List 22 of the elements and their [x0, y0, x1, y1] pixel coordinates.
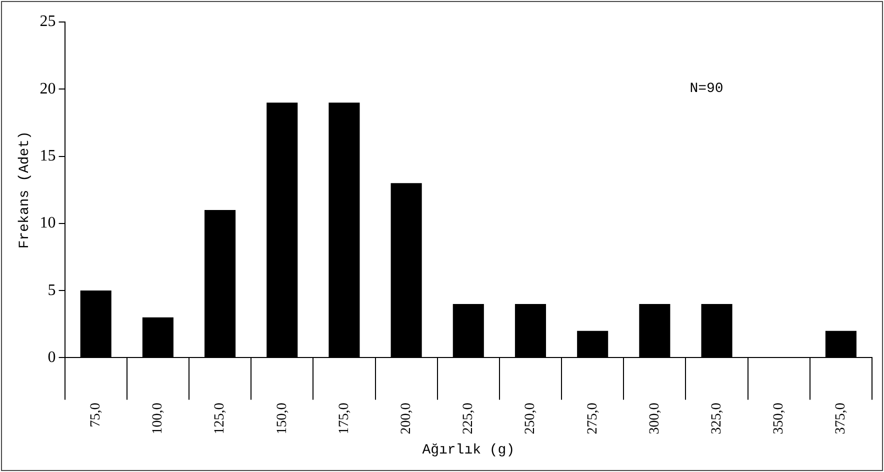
x-tick-label: 350,0 [772, 402, 787, 434]
y-tick-label: 25 [40, 13, 56, 30]
x-tick-label: 200,0 [398, 402, 414, 434]
x-tick-label: 325,0 [709, 402, 724, 434]
x-tick-label: 175,0 [336, 402, 352, 434]
y-tick-label: 15 [40, 147, 56, 164]
x-tick-label: 275,0 [585, 402, 600, 434]
x-tick-label: 150,0 [274, 402, 290, 434]
y-tick-label: 0 [48, 348, 56, 366]
x-axis-title: Ağırlık (g) [422, 442, 515, 458]
x-tick-label: 75,0 [88, 402, 104, 428]
x-tick-label: 125,0 [212, 402, 228, 434]
y-tick-label: 20 [40, 80, 56, 98]
x-tick-label: 250,0 [523, 402, 538, 434]
annotation: N=90 [690, 81, 724, 97]
y-tick-label: 10 [40, 214, 56, 232]
x-tick-label: 300,0 [647, 402, 662, 434]
y-tick-label: 5 [48, 282, 56, 299]
y-axis-title: Frekans (Adet) [17, 131, 34, 249]
x-tick-label: 375,0 [834, 402, 849, 434]
x-tick-label: 225,0 [461, 402, 476, 434]
x-tick-label: 100,0 [150, 402, 166, 434]
